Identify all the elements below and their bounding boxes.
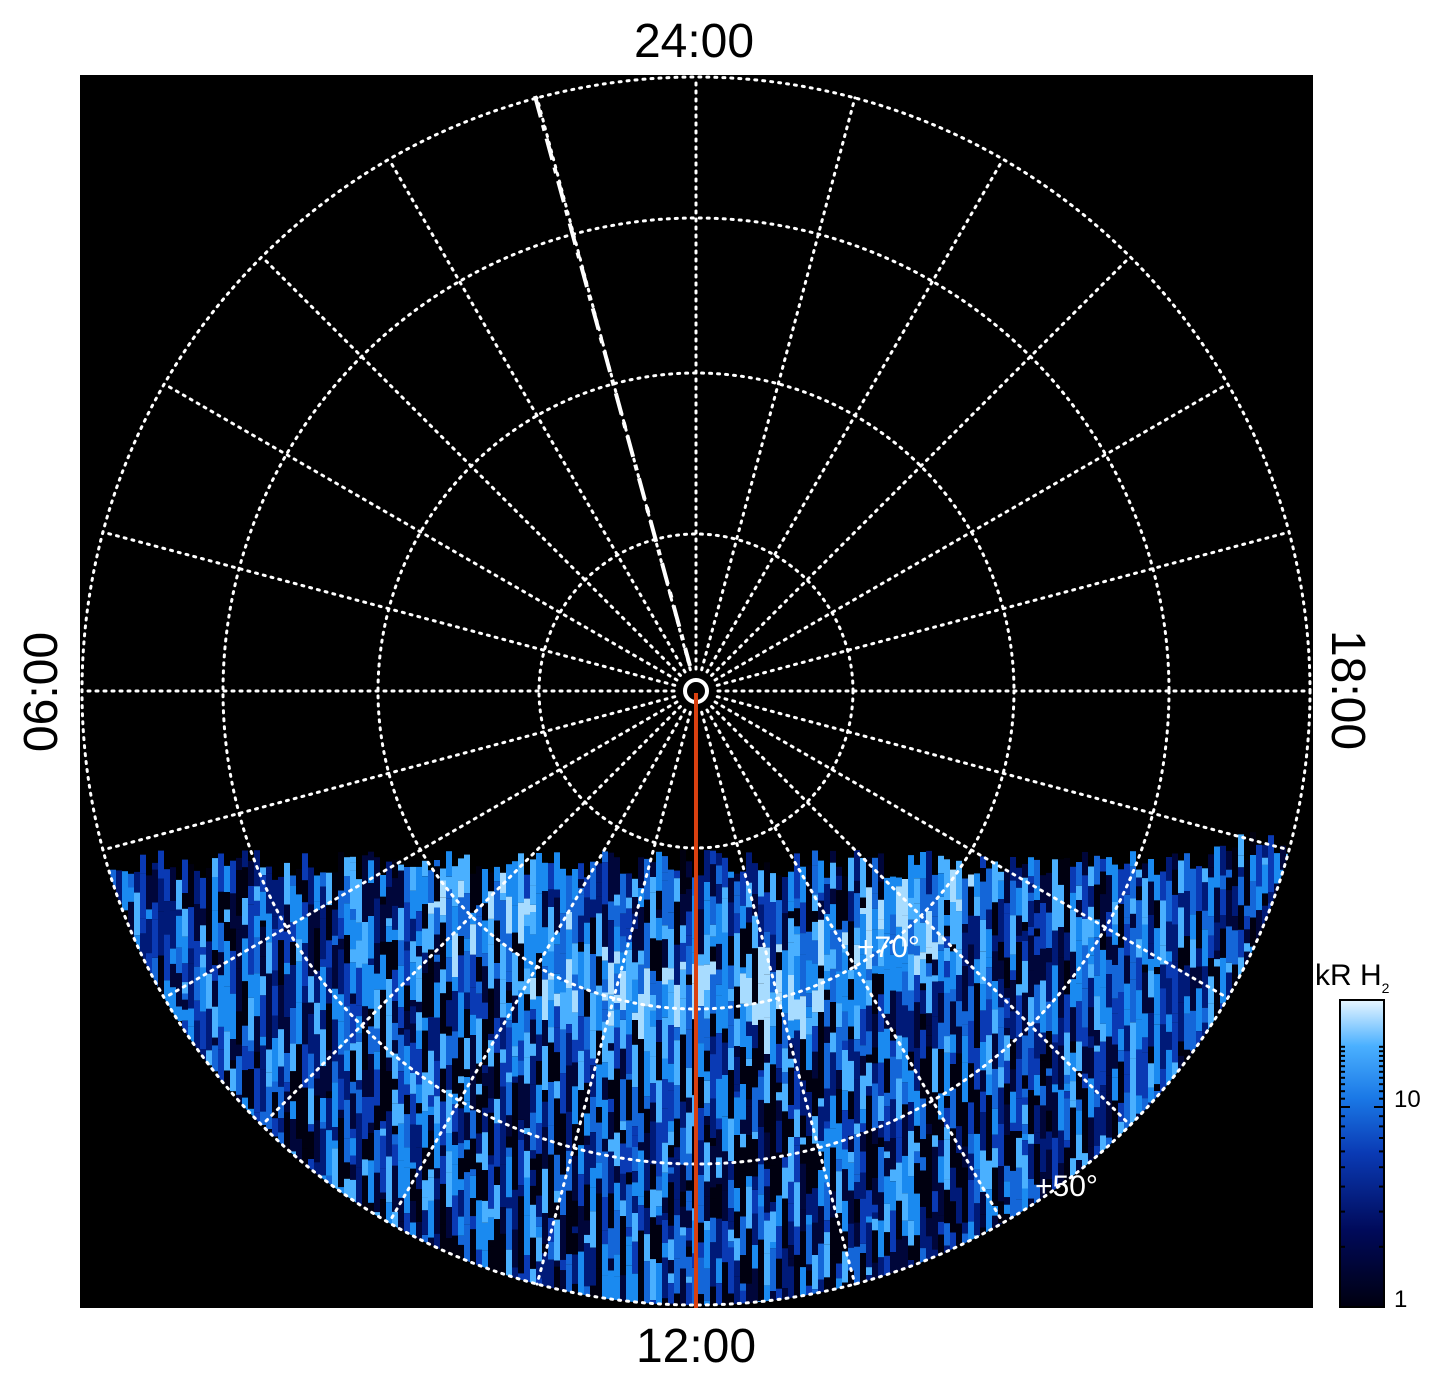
colorbar-title: kR H2 <box>1315 959 1390 996</box>
longitude-line <box>260 705 682 1127</box>
longitude-line <box>387 157 687 674</box>
longitude-line <box>710 705 1132 1127</box>
local-time-label-top: 24:00 <box>634 15 754 68</box>
colorbar: kR H2 10 1 <box>1315 959 1421 1313</box>
longitude-line <box>162 382 679 682</box>
local-time-label-left: 06:00 <box>15 632 68 752</box>
local-time-label-bottom: 12:00 <box>636 1320 756 1373</box>
longitude-line <box>700 710 857 1286</box>
longitude-line <box>535 710 692 1286</box>
longitude-line <box>713 382 1230 682</box>
longitude-line <box>715 530 1291 687</box>
colorbar-gradient <box>1339 999 1385 1308</box>
longitude-line <box>700 96 857 672</box>
longitude-line <box>710 255 1132 677</box>
longitude-line <box>101 530 677 687</box>
longitude-line <box>387 708 687 1225</box>
longitude-line <box>713 700 1230 1000</box>
longitude-line <box>705 708 1005 1225</box>
longitude-line <box>101 695 677 852</box>
longitude-line <box>162 700 679 1000</box>
longitude-line <box>705 157 1005 674</box>
local-time-label-right: 18:00 <box>1321 630 1374 750</box>
latitude-label-70: +70° <box>857 931 920 964</box>
dashed-meridian-line <box>533 95 692 667</box>
lat-lon-grid <box>80 75 1312 1307</box>
auroral-emission-image <box>80 75 1313 1308</box>
colorbar-tick-label-1: 1 <box>1394 1286 1407 1313</box>
colorbar-ticks <box>1340 1045 1384 1308</box>
latitude-label-50: +50° <box>1035 1170 1098 1203</box>
latitude-circle <box>80 75 1312 1307</box>
longitude-line <box>715 695 1291 852</box>
colorbar-tick-label-10: 10 <box>1394 1086 1421 1113</box>
longitude-line <box>260 255 682 677</box>
